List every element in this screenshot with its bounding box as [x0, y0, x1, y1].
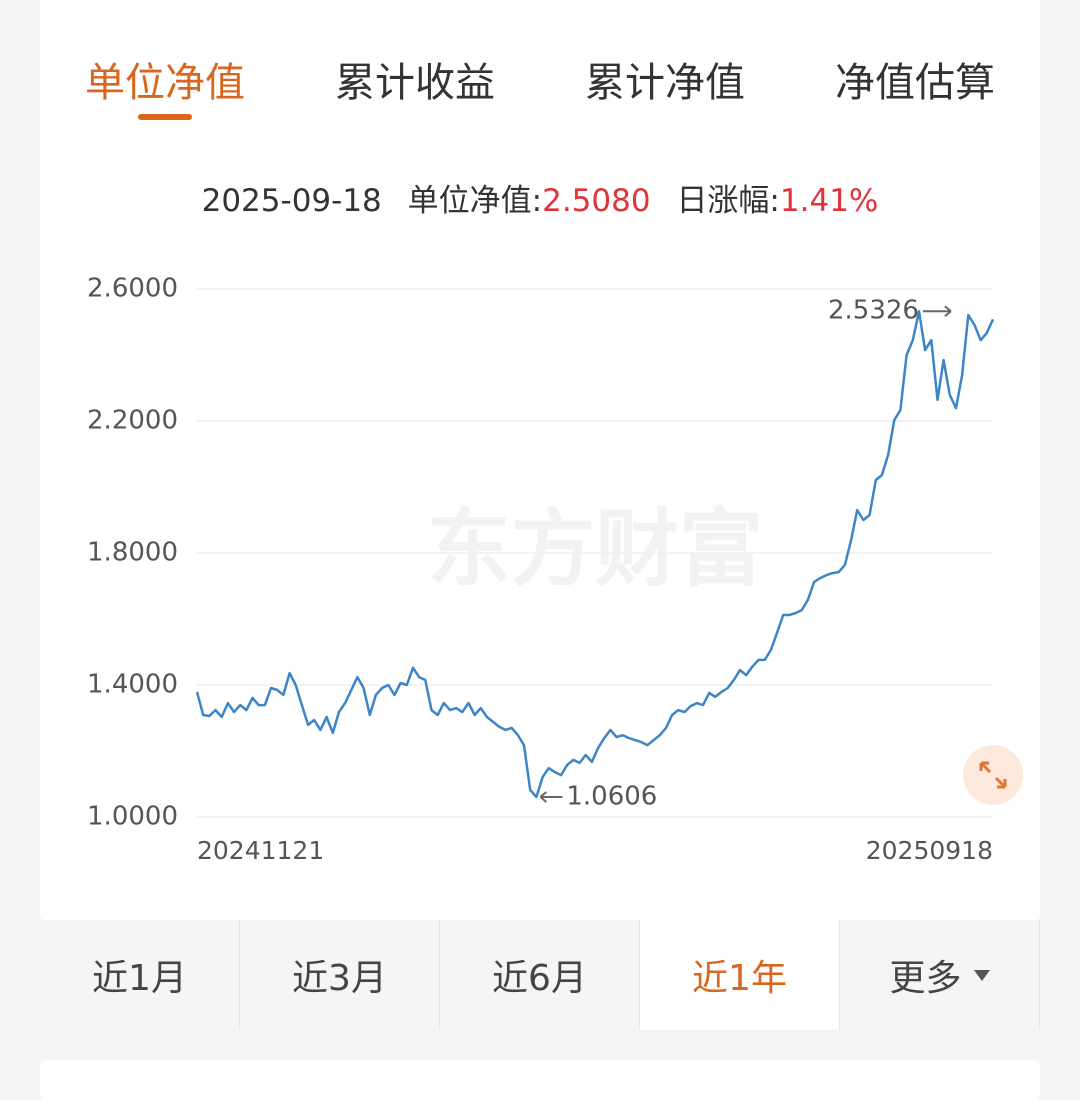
min-label: 1.0606: [566, 782, 657, 812]
dropdown-arrow: [973, 969, 990, 981]
change-label: 日涨幅:: [676, 183, 780, 219]
max-arrow: [922, 305, 952, 318]
x-tick-label: 20250918: [866, 836, 993, 865]
y-tick-label: 1.8000: [87, 538, 178, 568]
tab[interactable]: 累计净值: [585, 60, 745, 106]
tab[interactable]: 累计收益: [335, 60, 495, 106]
nav-label: 单位净值:: [407, 183, 543, 219]
range-button[interactable]: 近6月: [440, 920, 640, 1030]
y-tick-label: 2.2000: [87, 406, 178, 436]
y-tick-label: 1.0000: [87, 802, 178, 832]
range-button[interactable]: 近3月: [240, 920, 440, 1030]
max-label: 2.5326: [828, 296, 919, 326]
line: [195, 309, 995, 799]
tabs: 单位净值 累计收益 累计净值 净值估算: [40, 40, 1040, 120]
change-value: 1.41%: [779, 183, 879, 219]
tab[interactable]: 单位净值: [85, 60, 245, 106]
range-bar: 近1月 近3月 近6月 近1年 更多: [40, 920, 1040, 1030]
x-tick-label: 20241121: [197, 836, 324, 865]
date: 2025-09-18: [201, 183, 382, 219]
info-bar: 2025-09-18 单位净值:2.5080 日涨幅:1.41%: [0, 175, 1080, 220]
expand-button[interactable]: [963, 745, 1023, 805]
tab-underline: [138, 114, 192, 120]
next-card: [40, 1060, 1040, 1100]
y-tick-label: 1.4000: [87, 670, 178, 700]
range-button[interactable]: 近1年: [640, 920, 840, 1030]
nav: 单位净值:2.5080: [408, 183, 651, 219]
y-tick-label: 2.6000: [87, 274, 178, 304]
min-arrow: [539, 791, 563, 803]
change: 日涨幅:1.41%: [676, 183, 878, 219]
chart: 东方财富 2.6000 2.2000 1.8000 1.4000 1.0000 20241…: [87, 274, 1023, 865]
range-button[interactable]: 更多: [840, 920, 1040, 1030]
nav-value: 2.5080: [542, 183, 651, 219]
watermark: 东方财富: [427, 500, 763, 598]
card: [40, 0, 1040, 920]
range-button[interactable]: 近1月: [40, 920, 240, 1030]
tab[interactable]: 净值估算: [835, 60, 995, 106]
